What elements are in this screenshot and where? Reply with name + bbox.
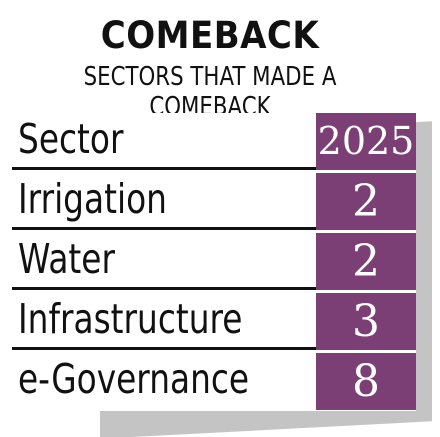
table-row: Irrigation 2 <box>12 173 416 230</box>
table-header-row: Sector 2025 <box>12 113 416 170</box>
table-row: Infrastructure 3 <box>12 293 416 350</box>
sector-value: 3 <box>316 293 416 350</box>
column-header-sector: Sector <box>18 115 124 163</box>
sector-label: Water <box>18 235 115 283</box>
chart-title: COMEBACK <box>100 14 320 57</box>
sector-label: Irrigation <box>18 175 167 223</box>
sector-value: 8 <box>316 353 416 410</box>
sector-label: Infrastructure <box>18 295 243 343</box>
sector-value: 2 <box>316 233 416 290</box>
sector-label: e-Governance <box>18 355 250 403</box>
table-row: Water 2 <box>12 233 416 290</box>
data-table: Sector 2025 Irrigation 2 Water 2 Infrastruct… <box>12 113 416 411</box>
column-header-year: 2025 <box>316 113 416 170</box>
sector-value: 2 <box>316 173 416 230</box>
table-row: e-Governance 8 <box>12 353 416 410</box>
chart-subtitle: SECTORS THAT MADE A COMEBACK <box>83 62 337 122</box>
